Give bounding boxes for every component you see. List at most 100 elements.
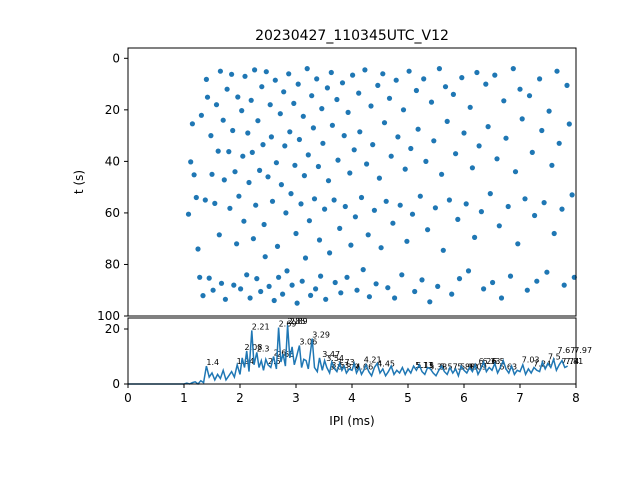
raster-point	[397, 202, 403, 208]
histogram-x-tick-label: 6	[460, 391, 468, 405]
raster-point	[231, 282, 237, 288]
raster-y-ticks: 0 20 40 60 80 100	[97, 51, 128, 323]
raster-point	[241, 218, 247, 224]
histogram-peak-label: 6.09	[469, 362, 487, 371]
raster-point	[496, 223, 502, 229]
histogram-peak-label: 5.38	[429, 362, 447, 371]
histogram-peak-label: 4.45	[377, 360, 395, 369]
raster-point	[236, 193, 242, 199]
raster-point	[206, 275, 212, 281]
histogram-x-ticks: 0 1 2 3 4 5 6 7 8	[124, 384, 580, 405]
raster-point	[534, 278, 540, 284]
raster-point	[282, 143, 288, 149]
raster-point	[200, 293, 206, 299]
raster-point	[320, 140, 326, 146]
histogram-peak-label: 7.67	[558, 346, 576, 355]
raster-point	[436, 66, 442, 72]
raster-point	[456, 276, 463, 282]
raster-point	[444, 118, 450, 124]
raster-point	[235, 94, 241, 100]
raster-point	[193, 194, 199, 201]
raster-point	[191, 172, 197, 178]
raster-point	[423, 158, 429, 164]
histogram-peak-label: 6.26	[479, 357, 497, 366]
histogram-peak-label: 5.57	[440, 362, 458, 371]
raster-point	[250, 236, 256, 242]
raster-point	[198, 112, 204, 118]
raster-point	[247, 295, 253, 301]
raster-point	[280, 291, 286, 297]
raster-point	[498, 295, 505, 301]
raster-point	[472, 234, 478, 240]
histogram-peak-label: 6.63	[499, 362, 517, 371]
raster-point	[347, 170, 353, 176]
raster-point	[308, 292, 314, 298]
raster-point	[365, 232, 371, 238]
raster-point	[218, 280, 225, 286]
raster-point	[345, 109, 351, 115]
raster-point	[291, 100, 297, 106]
raster-point	[463, 201, 469, 207]
raster-point	[244, 272, 250, 278]
raster-point	[478, 209, 484, 215]
raster-point	[501, 98, 507, 104]
raster-point	[532, 212, 538, 219]
histogram-axes: 1.4 1.942.082.212.32.52.62.652.692.852.89…	[105, 317, 592, 428]
raster-point	[203, 76, 209, 82]
raster-point	[288, 191, 294, 197]
raster-points	[185, 66, 577, 306]
histogram-peak-label: 4.21	[364, 355, 382, 364]
raster-point	[449, 291, 455, 297]
raster-point	[356, 90, 362, 96]
histogram-x-tick-label: 7	[516, 391, 524, 405]
raster-point	[551, 230, 557, 237]
raster-point	[263, 69, 269, 75]
raster-point	[425, 227, 431, 233]
raster-point	[195, 246, 201, 252]
raster-point	[339, 80, 346, 86]
raster-point	[370, 142, 376, 148]
raster-point	[409, 211, 416, 217]
raster-point	[299, 278, 305, 284]
histogram-peak-label: 5.15	[416, 361, 434, 370]
raster-point	[220, 117, 226, 123]
raster-point	[376, 175, 382, 181]
raster-point	[566, 121, 572, 127]
raster-point	[408, 145, 414, 152]
histogram-x-tick-label: 2	[236, 391, 244, 405]
raster-point	[305, 152, 311, 158]
raster-point	[357, 129, 363, 135]
raster-point	[413, 87, 419, 94]
raster-point	[249, 149, 255, 155]
raster-point	[328, 69, 334, 76]
histogram-peak-label: 7.5	[548, 353, 561, 362]
raster-point	[381, 120, 388, 126]
histogram-peak-label: 7.81	[565, 357, 583, 366]
raster-point	[344, 274, 350, 280]
raster-point	[348, 242, 354, 248]
raster-point	[539, 127, 545, 134]
raster-point	[278, 182, 284, 188]
raster-point	[229, 71, 235, 77]
raster-point	[325, 178, 332, 184]
raster-point	[230, 127, 236, 134]
raster-point	[283, 210, 289, 216]
raster-point	[222, 296, 228, 302]
raster-point	[383, 198, 389, 204]
raster-point	[208, 133, 214, 139]
raster-point	[254, 276, 260, 282]
raster-point	[507, 273, 514, 279]
raster-point	[332, 279, 338, 286]
raster-point	[287, 129, 293, 135]
raster-point	[453, 151, 459, 157]
histogram-peak-label: 2.69	[279, 320, 297, 329]
raster-point	[319, 106, 325, 112]
raster-point	[469, 165, 475, 171]
raster-point	[400, 107, 407, 113]
raster-point	[292, 162, 298, 168]
raster-point	[392, 295, 398, 301]
raster-point	[213, 102, 220, 108]
raster-point	[329, 122, 335, 128]
raster-point	[277, 111, 283, 117]
